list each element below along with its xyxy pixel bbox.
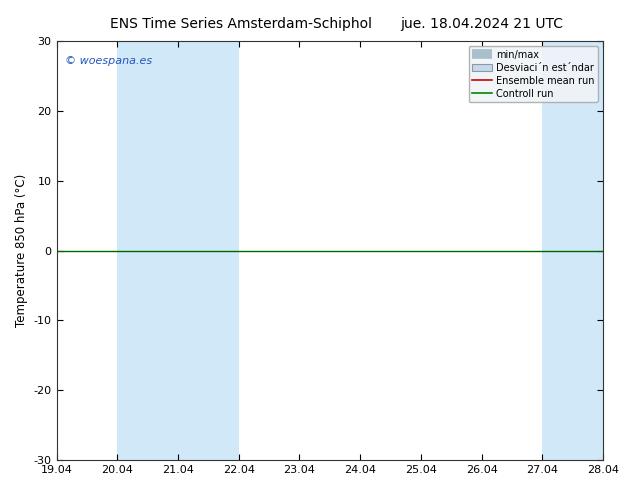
Bar — [178, 41, 238, 460]
Bar — [117, 41, 178, 460]
Bar — [603, 41, 634, 460]
Legend: min/max, Desviaci´n est´ndar, Ensemble mean run, Controll run: min/max, Desviaci´n est´ndar, Ensemble m… — [469, 46, 598, 102]
Y-axis label: Temperature 850 hPa (°C): Temperature 850 hPa (°C) — [15, 174, 28, 327]
Bar — [542, 41, 603, 460]
Text: © woespana.es: © woespana.es — [65, 56, 152, 66]
Text: jue. 18.04.2024 21 UTC: jue. 18.04.2024 21 UTC — [400, 17, 564, 31]
Text: ENS Time Series Amsterdam-Schiphol: ENS Time Series Amsterdam-Schiphol — [110, 17, 372, 31]
